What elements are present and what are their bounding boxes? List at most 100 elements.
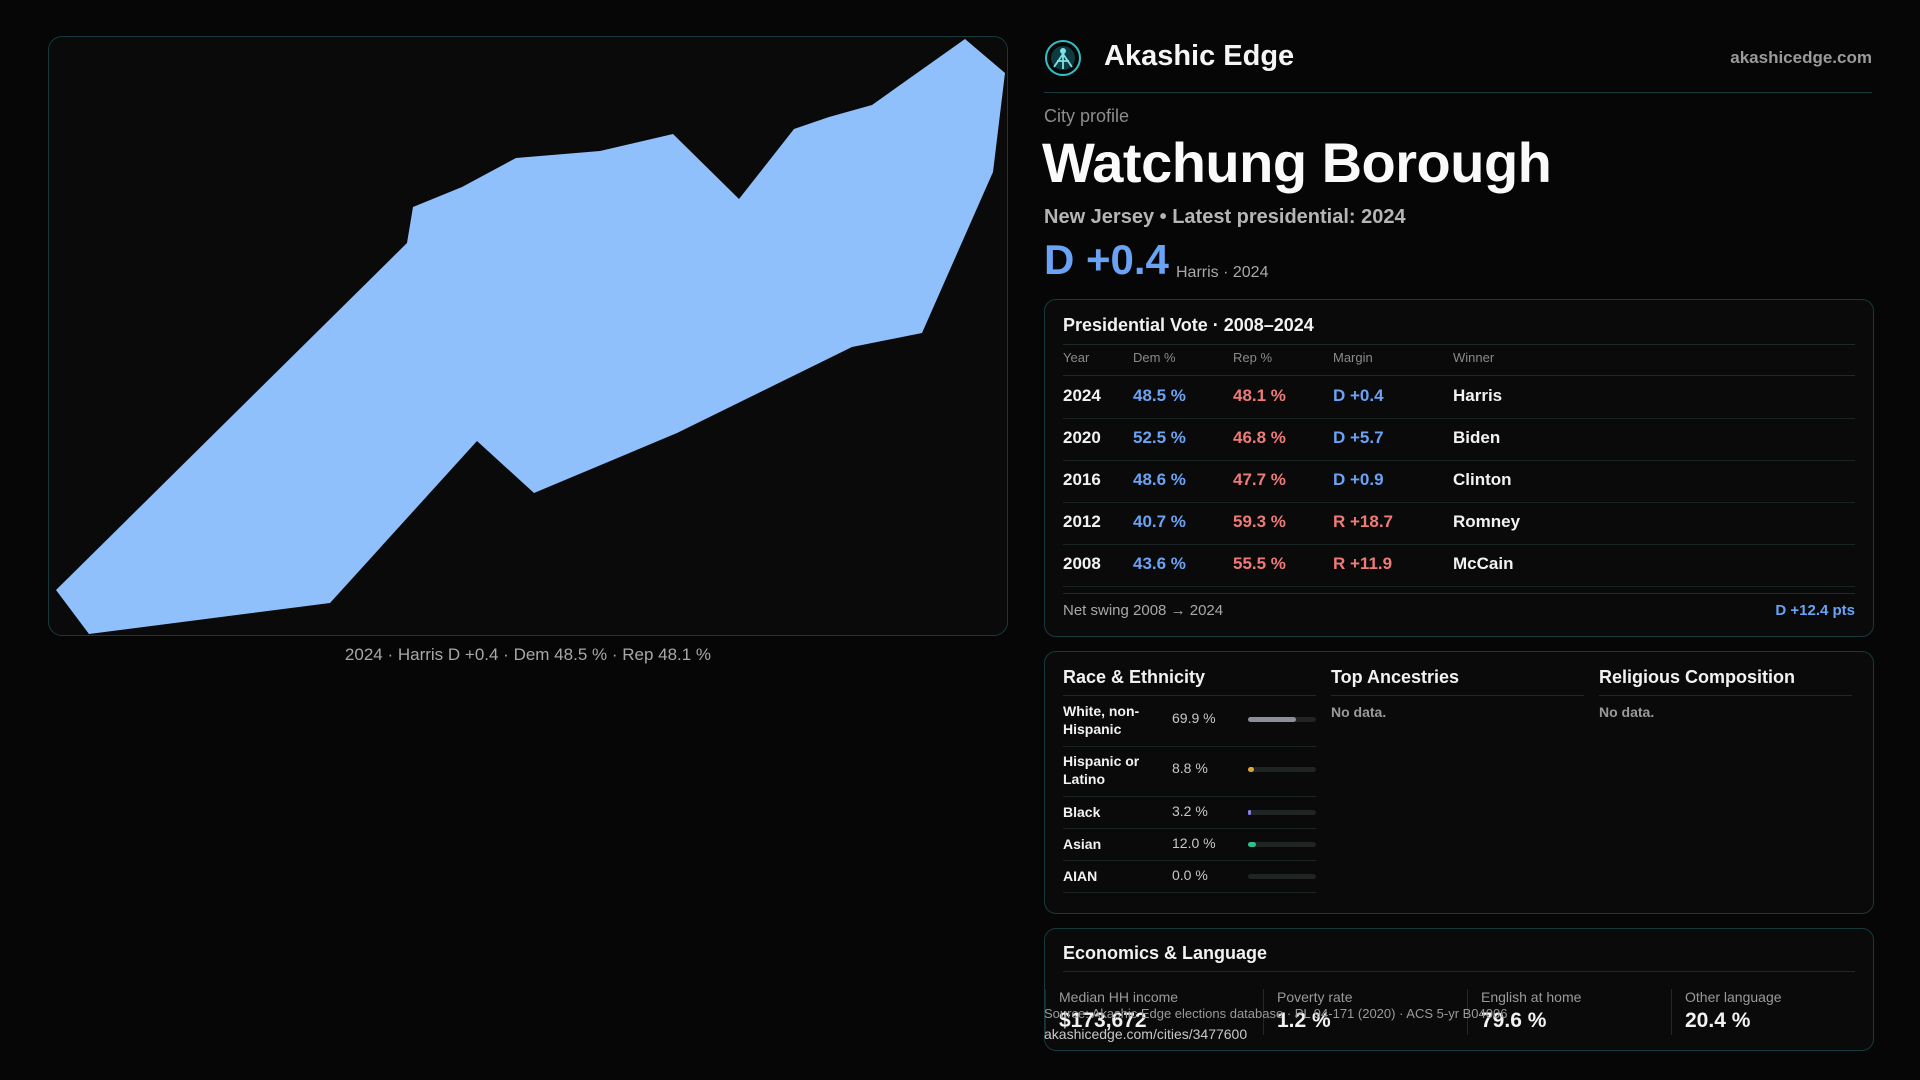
- race-value: 12.0 %: [1172, 835, 1216, 851]
- latest-margin-note: Harris · 2024: [1176, 264, 1269, 281]
- race-bar-fill: [1248, 767, 1254, 772]
- race-label: Black: [1063, 804, 1101, 820]
- cell-dem: 52.5 %: [1133, 428, 1186, 447]
- race-row: AIAN 0.0 %: [1063, 860, 1316, 893]
- race-bar-fill: [1248, 810, 1251, 815]
- site-link[interactable]: akashicedge.com: [1730, 48, 1872, 67]
- race-bar-fill: [1248, 842, 1257, 847]
- race-label: Hispanic or Latino: [1063, 753, 1140, 787]
- cell-margin: R +11.9: [1333, 554, 1393, 573]
- cell-margin: D +0.9: [1333, 470, 1384, 489]
- divider: [1331, 695, 1584, 696]
- header-rep: Rep %: [1233, 350, 1273, 365]
- profile-kicker: City profile: [1044, 106, 1130, 126]
- cell-winner: Clinton: [1453, 470, 1512, 489]
- divider: [1063, 593, 1855, 594]
- city-boundary-shape[interactable]: [56, 39, 1005, 634]
- cell-dem: 48.6 %: [1133, 470, 1186, 489]
- brand-name: Akashic Edge: [1104, 40, 1295, 72]
- cell-winner: Romney: [1453, 512, 1521, 531]
- race-row: Hispanic or Latino 8.8 %: [1063, 746, 1316, 797]
- cell-year: 2020: [1063, 428, 1101, 447]
- race-bar-track: [1248, 842, 1316, 847]
- page-title: Watchung Borough: [1042, 131, 1552, 194]
- cell-rep: 59.3 %: [1233, 512, 1286, 531]
- header-margin: Margin: [1333, 350, 1373, 365]
- cell-year: 2012: [1063, 512, 1101, 531]
- stat-value: 1.2 %: [1277, 1009, 1331, 1032]
- race-bar-track: [1248, 874, 1316, 879]
- cell-winner: Harris: [1453, 386, 1503, 405]
- cell-year: 2016: [1063, 470, 1101, 489]
- table-row[interactable]: 2024 48.5 % 48.1 % D +0.4 Harris: [1063, 376, 1855, 419]
- akashic-edge-logo-icon: [1045, 40, 1081, 76]
- race-ethnicity-column: Race & Ethnicity White, non-Hispanic 69.9…: [1063, 652, 1316, 913]
- table-row[interactable]: 2012 40.7 % 59.3 % R +18.7 Romney: [1063, 502, 1855, 545]
- economics-title: Economics & Language: [1063, 943, 1268, 963]
- cell-dem: 48.5 %: [1133, 386, 1186, 405]
- race-row: Black 3.2 %: [1063, 796, 1316, 829]
- demographics-card: Race & Ethnicity White, non-Hispanic 69.9…: [1044, 651, 1874, 914]
- race-row: White, non-Hispanic 69.9 %: [1063, 696, 1316, 747]
- stat-label: Poverty rate: [1277, 989, 1353, 1005]
- race-row: Asian 12.0 %: [1063, 828, 1316, 861]
- latest-margin: D +0.4: [1044, 236, 1169, 283]
- cell-rep: 47.7 %: [1233, 470, 1286, 489]
- cell-dem: 43.6 %: [1133, 554, 1186, 573]
- presidential-vote-card: Presidential Vote · 2008–2024 Year Dem %…: [1044, 299, 1874, 637]
- header-year: Year: [1063, 350, 1090, 365]
- economics-card: Economics & Language Median HH income $1…: [1044, 928, 1874, 1051]
- cell-rep: 48.1 %: [1233, 386, 1286, 405]
- stat-label: English at home: [1481, 989, 1582, 1005]
- race-bar-track: [1248, 717, 1316, 722]
- ancestries-empty: No data.: [1331, 704, 1387, 720]
- cell-rep: 55.5 %: [1233, 554, 1286, 573]
- city-boundary-map[interactable]: [48, 36, 1008, 636]
- stat-value: 79.6 %: [1481, 1009, 1547, 1032]
- source-note: Source: Akashic Edge elections database …: [1044, 1006, 1508, 1021]
- profile-subline: New Jersey • Latest presidential: 2024: [1044, 206, 1406, 228]
- cell-dem: 40.7 %: [1133, 512, 1186, 531]
- race-bar-track: [1248, 767, 1316, 772]
- cell-rep: 46.8 %: [1233, 428, 1286, 447]
- stat-label: Other language: [1685, 989, 1782, 1005]
- cell-year: 2024: [1063, 386, 1101, 405]
- map-canvas: [56, 39, 1005, 634]
- cell-margin: D +5.7: [1333, 428, 1384, 447]
- race-bar-track: [1248, 810, 1316, 815]
- stat-value: $173,672: [1059, 1009, 1147, 1032]
- net-swing-value: D +12.4 pts: [1775, 602, 1855, 619]
- race-value: 8.8 %: [1172, 760, 1208, 776]
- header-dem: Dem %: [1133, 350, 1176, 365]
- stat-value: 20.4 %: [1685, 1009, 1751, 1032]
- header-winner: Winner: [1453, 350, 1495, 365]
- divider: [1063, 344, 1855, 345]
- stat-label: Median HH income: [1059, 989, 1179, 1005]
- cell-winner: McCain: [1453, 554, 1514, 573]
- race-value: 0.0 %: [1172, 867, 1208, 883]
- ancestries-column: Top Ancestries No data.: [1331, 652, 1584, 913]
- divider: [1063, 695, 1316, 696]
- divider: [1263, 989, 1264, 1035]
- race-label: White, non-Hispanic: [1063, 703, 1140, 737]
- religion-title: Religious Composition: [1599, 667, 1795, 687]
- brand-header: Akashic Edge akashicedge.com: [1044, 36, 1872, 93]
- source-url-link[interactable]: akashicedge.com/cities/3477600: [1044, 1026, 1248, 1042]
- table-row[interactable]: 2016 48.6 % 47.7 % D +0.9 Clinton: [1063, 460, 1855, 503]
- presidential-vote-title: Presidential Vote · 2008–2024: [1063, 315, 1314, 335]
- table-row[interactable]: 2020 52.5 % 46.8 % D +5.7 Biden: [1063, 418, 1855, 461]
- cell-margin: D +0.4: [1333, 386, 1384, 405]
- religion-empty: No data.: [1599, 704, 1655, 720]
- table-row[interactable]: 2008 43.6 % 55.5 % R +11.9 McCain: [1063, 544, 1855, 587]
- net-swing-label: Net swing 2008 → 2024: [1063, 602, 1224, 619]
- race-bar-fill: [1248, 717, 1296, 722]
- divider: [1063, 375, 1855, 376]
- race-ethnicity-title: Race & Ethnicity: [1063, 667, 1206, 687]
- race-label: AIAN: [1063, 868, 1098, 884]
- divider: [1045, 989, 1046, 1035]
- cell-margin: R +18.7: [1333, 512, 1394, 531]
- cell-winner: Biden: [1453, 428, 1501, 447]
- divider: [1467, 989, 1468, 1035]
- divider: [1599, 695, 1852, 696]
- religion-column: Religious Composition No data.: [1599, 652, 1852, 913]
